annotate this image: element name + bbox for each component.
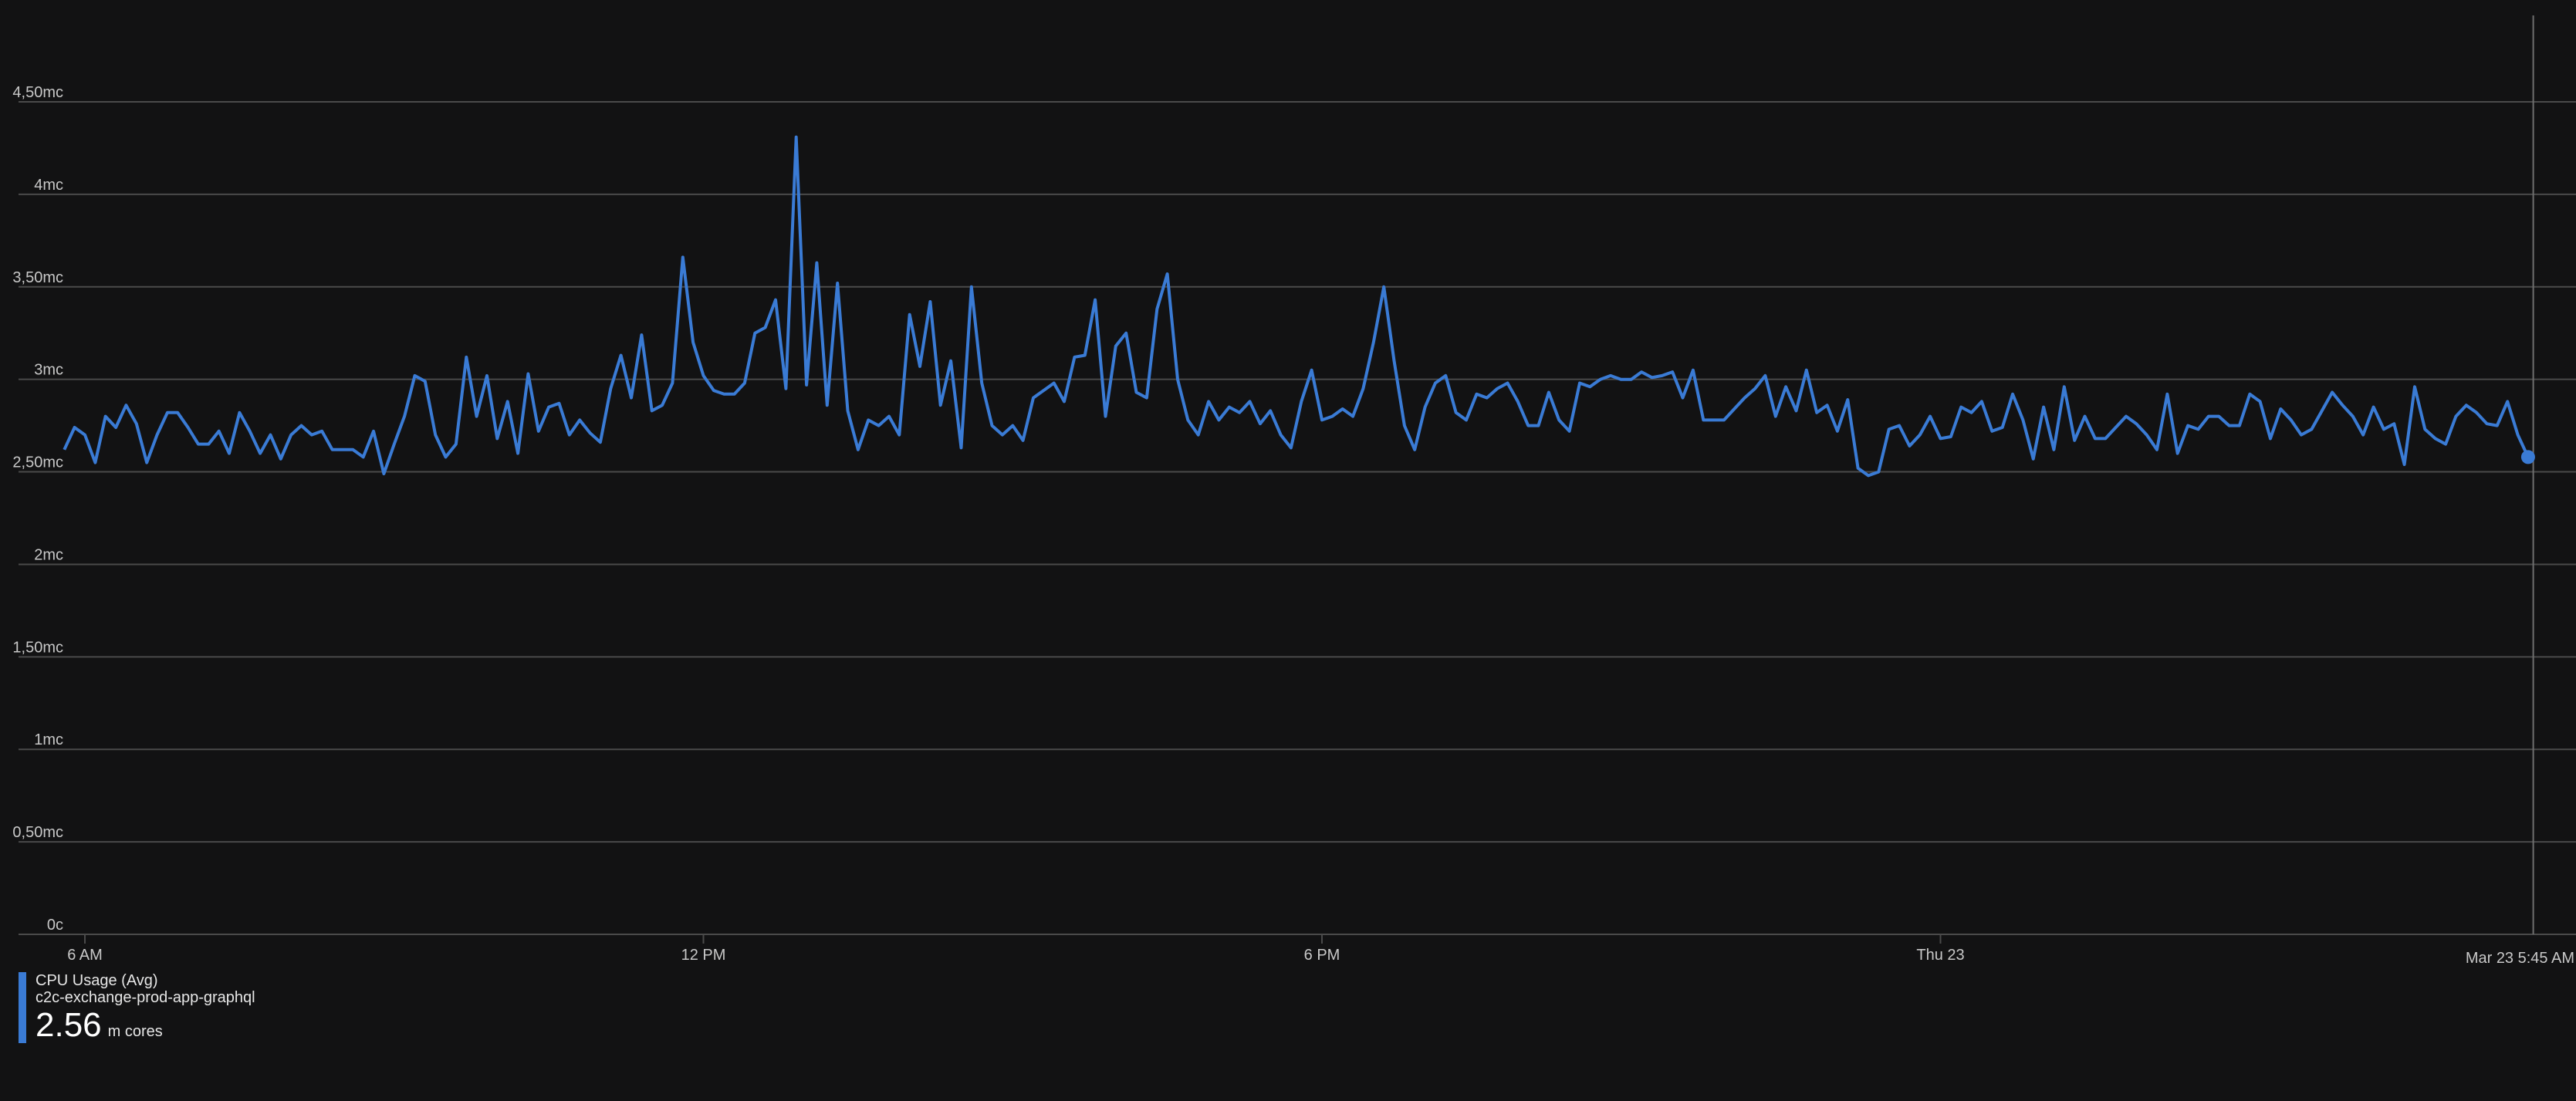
- cursor-layer: Mar 23 5:45 AM: [2466, 15, 2574, 967]
- y-tick-label: 4mc: [34, 177, 63, 194]
- series-layer: [63, 135, 2530, 478]
- legend-value-row: 2.56 m cores: [35, 1008, 255, 1043]
- hover-point-marker: [2520, 450, 2535, 464]
- y-tick-label: 0,50mc: [12, 824, 63, 841]
- x-tick-label: 6 PM: [1304, 947, 1340, 964]
- y-tick-label: 4,50mc: [12, 84, 63, 101]
- hover-time-label: Mar 23 5:45 AM: [2466, 950, 2574, 967]
- y-tick-label: 1mc: [34, 731, 63, 748]
- gridlines: [19, 101, 2576, 935]
- x-axis-ticks: 6 AM 12 PM 6 PM Thu 23: [67, 934, 1965, 964]
- legend-color-swatch: [19, 972, 26, 1043]
- legend[interactable]: CPU Usage (Avg) c2c-exchange-prod-app-gr…: [19, 972, 255, 1043]
- x-tick-label: 12 PM: [681, 947, 726, 964]
- y-tick-label: 2,50mc: [12, 454, 63, 471]
- x-tick-label: 6 AM: [67, 947, 103, 964]
- y-tick-label: 1,50mc: [12, 639, 63, 656]
- y-tick-label: 3,50mc: [12, 269, 63, 286]
- y-tick-label: 2mc: [34, 546, 63, 563]
- series-line: [63, 135, 2530, 478]
- y-axis-ticks: 0c 0,50mc 1mc 1,50mc 2mc 2,50mc 3mc 3,50mc 4mc 4,…: [12, 84, 63, 934]
- legend-unit: m cores: [107, 1023, 163, 1040]
- y-tick-label: 0c: [47, 917, 63, 934]
- legend-text: CPU Usage (Avg) c2c-exchange-prod-app-gr…: [35, 972, 255, 1043]
- y-tick-label: 3mc: [34, 362, 63, 379]
- x-tick-label: Thu 23: [1916, 947, 1964, 964]
- legend-value: 2.56: [35, 1006, 102, 1044]
- legend-resource-name: c2c-exchange-prod-app-graphql: [35, 989, 255, 1006]
- legend-metric-name: CPU Usage (Avg): [35, 972, 158, 989]
